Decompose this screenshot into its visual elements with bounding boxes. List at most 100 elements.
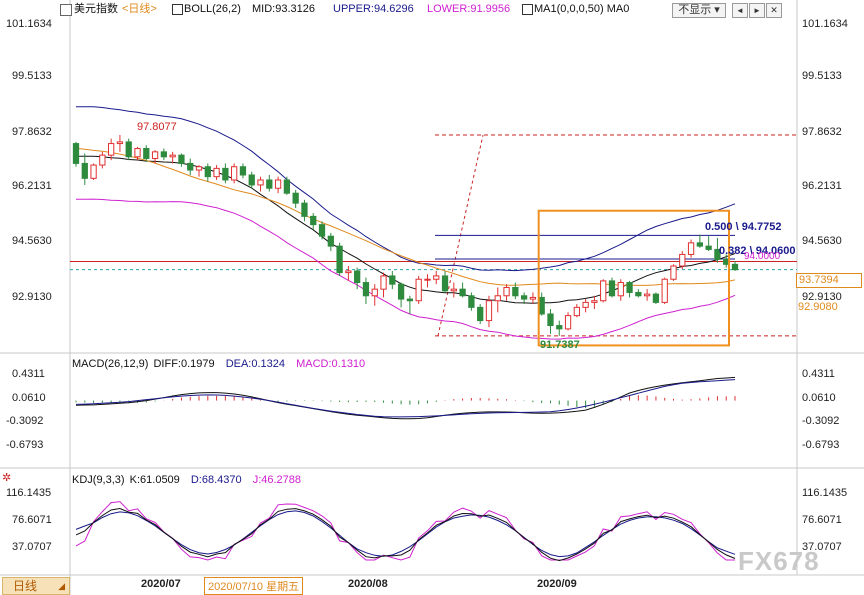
macd-lt-1: 0.0610 — [12, 392, 46, 404]
candle-body — [195, 166, 203, 171]
candle-body — [81, 162, 88, 179]
kdj-k: K:61.0509 — [129, 474, 180, 486]
candle-body — [520, 295, 528, 300]
candle-body — [424, 278, 431, 281]
candle-body — [687, 242, 695, 255]
candle-body — [547, 313, 554, 327]
macd-dea-line — [75, 379, 736, 418]
period-tab[interactable]: 日线 ◢ — [2, 577, 70, 595]
selection-box — [537, 209, 731, 347]
candle-body — [239, 166, 247, 176]
prev-button[interactable]: ◄ — [732, 3, 748, 18]
symbol-icon — [60, 4, 72, 16]
candle-body — [160, 151, 168, 158]
candle-body — [600, 280, 607, 302]
period-label[interactable]: <日线> — [122, 3, 157, 15]
kdj-j-line — [75, 501, 735, 561]
fib-0382-value: 94.0600 — [755, 245, 796, 257]
candle-body — [327, 235, 334, 247]
candle-body — [310, 215, 317, 226]
next-button[interactable]: ► — [749, 3, 765, 18]
candle-body — [608, 280, 616, 297]
candle-body — [450, 288, 457, 292]
level-94-label: 94.0000 — [744, 251, 781, 262]
candle-body — [362, 282, 370, 297]
fib-0500-label: 0.500 \ 94.7752 — [703, 221, 783, 234]
macd-tick-1: 0.0610 — [802, 392, 836, 404]
candle-body — [477, 306, 484, 322]
period-tab-label: 日线 — [13, 579, 38, 593]
candle-body — [222, 167, 229, 181]
x-label-2: 2020/09 — [537, 578, 577, 590]
candle-body — [415, 278, 422, 302]
candle-body — [283, 179, 291, 194]
candle-body — [661, 278, 668, 303]
macd-lt-2: -0.3092 — [6, 415, 44, 427]
kdj-d: D:68.4370 — [190, 474, 242, 486]
close-button[interactable]: ✕ — [766, 3, 782, 18]
fib-0500-ratio: 0.500 — [705, 221, 733, 233]
fib-0382-ratio: 0.382 — [719, 245, 747, 257]
candle-body — [635, 291, 642, 297]
y-tick-4: 94.5630 — [802, 235, 842, 247]
candle-body — [108, 143, 115, 156]
candle-body — [143, 148, 150, 159]
candle-body — [643, 293, 651, 297]
candle-body — [72, 143, 80, 164]
kdj-tick-1: 76.6071 — [802, 514, 842, 526]
boll-lower-line — [76, 198, 736, 340]
macd-header: MACD(26,12,9) DIFF:0.1979 DEA:0.1324 MAC… — [72, 357, 365, 371]
candle-body — [485, 300, 493, 322]
candle-body — [573, 306, 580, 317]
fib-0382-label: 0.382 \ 94.0600 — [717, 245, 797, 258]
candle-body — [99, 154, 106, 166]
macd-tick-2: -0.3092 — [802, 415, 840, 427]
cursor-date: 2020/07/10 星期五 — [204, 577, 304, 595]
candle-body — [406, 298, 414, 302]
boll-mid: MID:93.3126 — [252, 3, 315, 15]
boll-label: BOLL(26,2) — [184, 3, 241, 15]
candle-body — [512, 287, 519, 297]
fib-0382-sep: \ — [746, 245, 756, 257]
macd-lt-3: -0.6793 — [6, 439, 44, 451]
kdj-header: KDJ(9,3,3) K:61.0509 D:68.4370 J:46.2788 — [72, 473, 301, 487]
period-tab-arrow: ◢ — [58, 581, 65, 591]
candle-body — [125, 141, 132, 158]
ma-value-tag: 92.9080 — [798, 301, 838, 313]
macd-diff: DIFF:0.1979 — [153, 358, 215, 370]
candle-body — [582, 301, 589, 308]
y-tick-0: 101.1634 — [802, 18, 848, 30]
candle-body — [318, 224, 326, 237]
candle-body — [354, 270, 361, 284]
candle-body — [231, 166, 238, 181]
candle-body — [670, 265, 677, 280]
high-label: 97.8077 — [137, 121, 177, 133]
hide-indicator-label: 不显示 — [678, 4, 712, 16]
boll-mid-line — [76, 155, 736, 304]
candle-body — [626, 282, 633, 293]
kdj-lt-0: 116.1435 — [6, 487, 52, 499]
kdj-d-line — [75, 510, 736, 558]
candle-body — [503, 287, 510, 297]
candle-body — [178, 154, 185, 164]
candle-body — [380, 275, 387, 290]
candle-body — [397, 283, 405, 300]
y-left-0: 101.1634 — [6, 18, 52, 30]
candle-body — [257, 179, 264, 186]
macd-diff-line — [75, 376, 736, 420]
x-label-1: 2020/08 — [348, 578, 388, 590]
candle-body — [591, 300, 598, 303]
boll-upper: UPPER:94.6296 — [333, 3, 414, 15]
x-label-0: 2020/07 — [141, 578, 181, 590]
hide-indicator-button[interactable]: 不显示 ▾ — [672, 3, 726, 18]
candle-body — [371, 288, 378, 297]
y-tick-2: 97.8632 — [802, 126, 842, 138]
candle-body — [266, 179, 273, 189]
y-left-5: 92.9130 — [12, 291, 52, 303]
candle-body — [336, 245, 343, 274]
kdj-settings-icon[interactable]: ✲ — [2, 472, 12, 484]
macd-value: MACD:0.1310 — [296, 358, 366, 370]
candle-body — [529, 296, 537, 300]
candle-body — [248, 174, 255, 186]
